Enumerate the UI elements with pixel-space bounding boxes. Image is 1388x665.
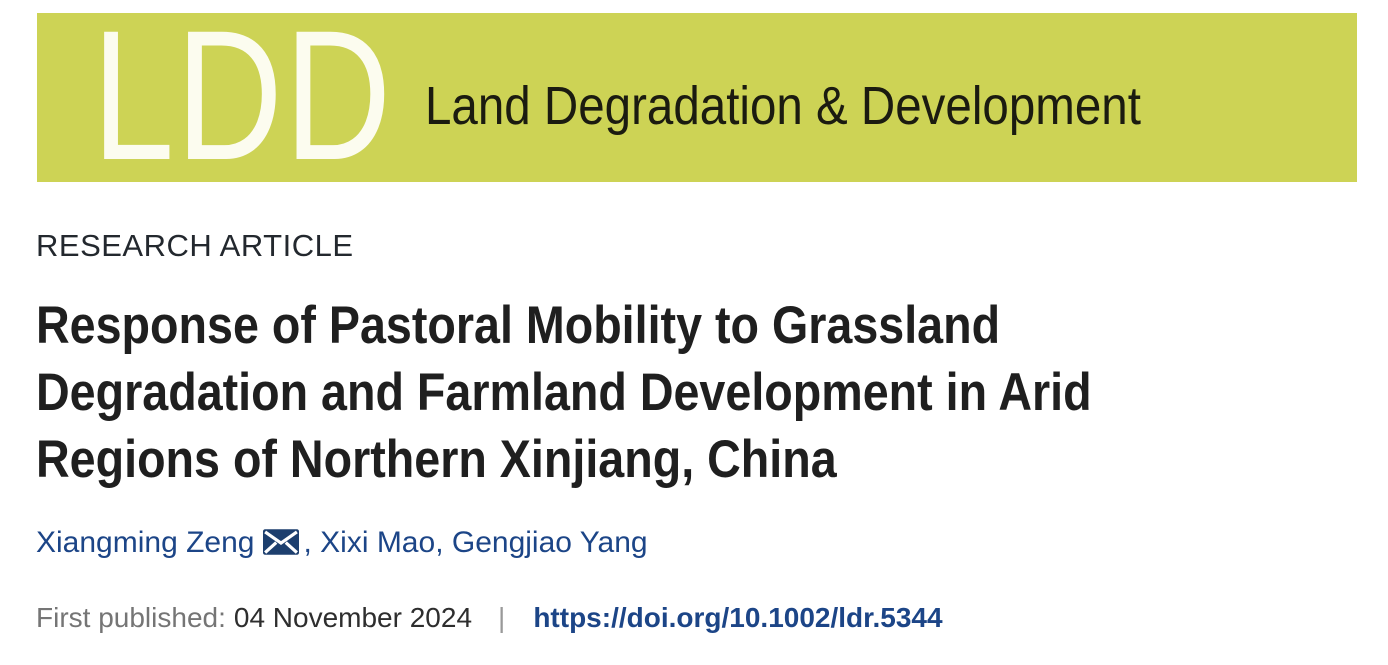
journal-banner[interactable]: LDD Land Degradation & Development [37,4,1357,189]
author-separator: , [303,526,321,559]
publication-info-row: First published: 04 November 2024 | https:/… [36,600,943,636]
author-link-xixi-mao[interactable]: Xixi Mao [320,526,436,559]
pipe-separator: | [498,602,506,633]
author-link-gengjiao-yang[interactable]: Gengjiao Yang [451,526,648,559]
article-title-line-2: Degradation and Farmland Development in … [36,363,1092,422]
author-separator: , [435,526,452,559]
first-published-date: 04 November 2024 [233,602,473,633]
research-article-kicker: RESEARCH ARTICLE [36,228,354,263]
author-link-xiangming-zeng[interactable]: Xiangming Zeng [36,526,255,559]
doi-link[interactable]: https://doi.org/10.1002/ldr.5344 [533,602,943,633]
journal-logo-text: LDD [92,0,393,199]
authors-row: Xiangming Zeng, Xixi Mao, Gengjiao Yang [36,524,648,562]
first-published-label: First published: [36,602,226,633]
journal-name-text: Land Degradation & Development [425,76,1141,136]
article-title-line-1: Response of Pastoral Mobility to Grassla… [36,296,1001,355]
article-title-line-3: Regions of Northern Xinjiang, China [36,430,837,489]
envelope-icon[interactable] [263,529,300,555]
article-title: Response of Pastoral Mobility to Grassla… [36,292,1338,493]
